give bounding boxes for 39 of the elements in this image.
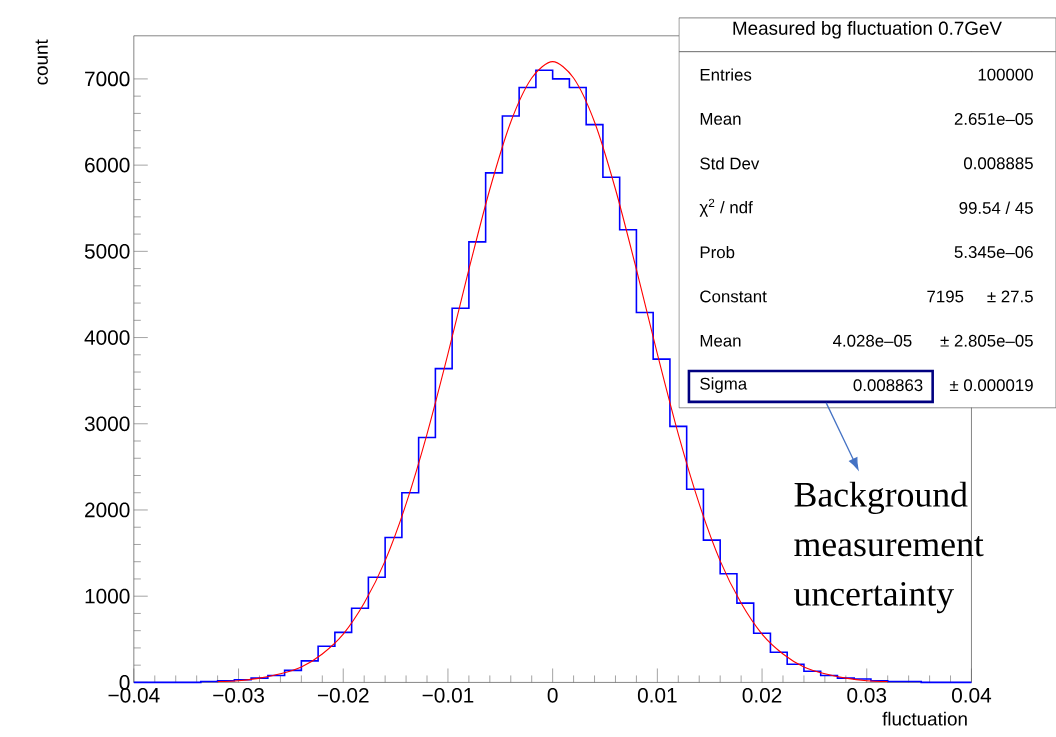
text: 100000 — [978, 68, 1033, 81]
text: ± 27.5 — [987, 290, 1033, 303]
x-tick-label: 0 — [547, 687, 558, 703]
annotation: 0.008885 — [963, 157, 1033, 170]
x-tick-label: 0.01 — [637, 687, 677, 703]
annotation: Background measurement uncertainty — [794, 481, 984, 614]
annotation: ± 0.000019 — [949, 379, 1033, 392]
x-tick-label: 0.02 — [742, 687, 782, 703]
annotation: Measured bg fluctuation 0.7GeV — [733, 20, 1002, 39]
y-tick-label: 3000 — [84, 416, 130, 432]
x-tick-label: −0.03 — [213, 687, 264, 703]
annotation: Sigma — [700, 377, 748, 393]
annotation: Mean — [700, 113, 741, 125]
annotation: 5.345e–06 — [954, 246, 1033, 258]
annotation: 0.008863 — [853, 379, 923, 392]
x-tick-label: −0.02 — [317, 687, 369, 703]
annotation: 4.028e–05 — [832, 334, 912, 347]
annotation: Std Dev — [700, 157, 760, 170]
x-tick-label: −0.04 — [108, 687, 160, 703]
annotation: 7195 — [927, 290, 964, 303]
y-tick-label: 7000 — [85, 71, 130, 87]
y-tick-label: 1000 — [85, 588, 130, 604]
annotation: 99.54 / 45 — [959, 201, 1033, 214]
annotation: 2.651e–05 — [954, 112, 1033, 125]
annotation: Constant — [700, 290, 767, 303]
y-axis-title: count — [35, 39, 48, 85]
annotation: ± 2.805e–05 — [940, 334, 1033, 347]
annotation: Prob — [700, 245, 735, 259]
x-tick-label: −0.01 — [422, 687, 474, 703]
annotation: Entries — [700, 68, 752, 81]
annotation: Mean — [700, 334, 741, 347]
y-tick-label: 6000 — [85, 157, 130, 173]
x-tick-label: 0.03 — [847, 687, 887, 703]
annotation: χ$^{2}$ / ndf — [699, 198, 753, 217]
x-axis-title: fluctuation — [882, 711, 967, 726]
x-tick-label: 0.04 — [952, 687, 992, 703]
y-tick-label: 4000 — [84, 330, 130, 345]
y-tick-label: 5000 — [84, 243, 130, 259]
y-tick-label: 2000 — [85, 502, 130, 518]
